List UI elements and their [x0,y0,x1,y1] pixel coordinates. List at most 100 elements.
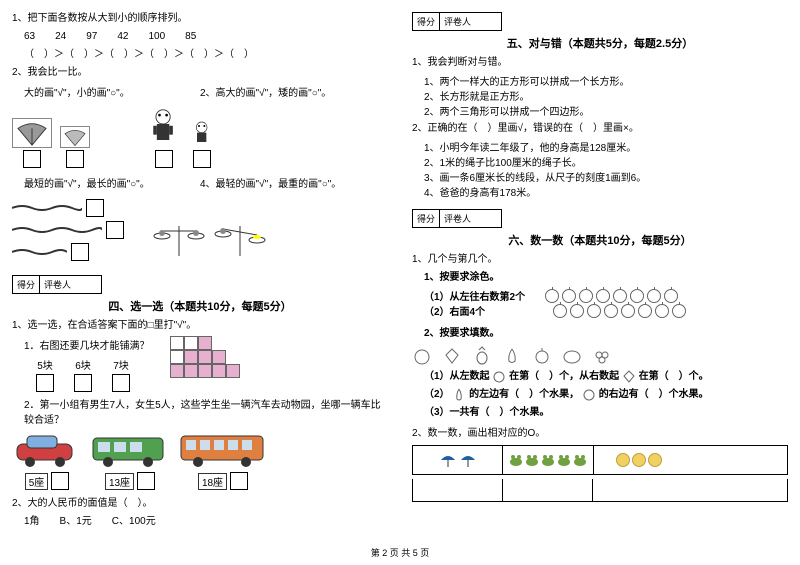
text-part: （1）从左数起 [424,371,490,382]
strawberry-inline-icon [622,369,636,383]
count-cell-coin [594,446,684,474]
sec5-q1: 1、我会判断对与错。 [412,55,788,70]
sec4-q2-opts: 1角 B、1元 C、100元 [24,514,388,529]
worksheet-page: 1、把下面各数按从大到小的顺序排列。 63 24 97 42 100 85 （ … [0,0,800,540]
grape-icon [592,345,612,365]
bus-icon [178,432,268,470]
judge-item: 2、1米的绳子比100厘米的绳子长。 [424,154,582,169]
answer-box[interactable] [71,243,89,261]
text-part: 在第（ ）个。 [639,371,709,382]
score-box: 得分 评卷人 [12,275,102,294]
apple-row [545,289,678,303]
van-icon [90,432,170,470]
answer-box[interactable] [66,150,84,168]
judge-item: 4、爸爸的身高有178米。 [424,184,536,199]
opt-label: 5块 [37,357,53,372]
score-label: 得分 [413,13,440,30]
fan-large-icon [12,118,52,148]
sec4-q1: 1、选一选，在合适答案下面的□里打"√"。 [12,318,388,333]
answer-box[interactable] [86,199,104,217]
sec6-fill-2: （2） 的左边有（ ）个水果， 的右边有（ ）个水果。 [424,387,788,402]
q2-sub1: 大的画"√"，小的画"○"。 [24,86,200,101]
sec6-sub2: 2、按要求填数。 [424,326,788,341]
pear-inline-icon [452,387,466,401]
sec6-fill-3: （3）一共有（ ）个水果。 [424,405,788,420]
rope-icon [12,204,82,212]
q1-blanks: （ ）＞（ ）＞（ ）＞（ ）＞（ ）＞（ ） [24,47,388,62]
answer-box[interactable] [112,374,130,392]
score-label: 得分 [413,210,440,227]
opt-label: 7块 [113,357,129,372]
count-cell-umbrella [413,446,503,474]
seat-label: 13座 [105,473,134,490]
coin-icon [632,453,646,467]
car-row: 5座 13座 18座 [12,432,388,490]
car-icon [12,432,82,470]
fan-small-icon [60,126,90,148]
answer-box[interactable] [106,221,124,239]
rope-icon [12,226,102,234]
rope-icon [12,248,67,256]
judge-item: 2、长方形就是正方形。 [424,88,530,103]
pineapple-icon [472,345,492,365]
fruit-row [412,345,788,365]
pear-icon [502,345,522,365]
answer-box[interactable] [230,472,248,490]
answer-cell[interactable] [593,479,683,501]
judge-item: 1、两个一样大的正方形可以拼成一个长方形。 [424,73,630,88]
frog-icon [541,453,555,467]
answer-cell[interactable] [503,479,593,501]
q1-nums: 63 24 97 42 100 85 [24,29,388,44]
sec4-q2: 2、大的人民币的面值是（ ）。 [12,496,388,511]
answer-box[interactable] [23,150,41,168]
answer-box[interactable] [36,374,54,392]
umbrella-icon [439,452,457,468]
q2-sub3: 最短的画"√"，最长的画"○"。 [24,177,200,192]
judge-item: 1、小明今年读二年级了，他的身高是128厘米。 [424,139,636,154]
balance-scale-icon [152,221,207,261]
q2-title: 2、我会比一比。 [12,65,388,80]
answer-box[interactable] [74,374,92,392]
answer-box[interactable] [137,472,155,490]
answer-box[interactable] [193,150,211,168]
sec5-q2: 2、正确的在（ ）里画√，错误的在（ ）里画×。 [412,121,788,136]
compare-row-2 [12,199,388,261]
grader-label: 评卷人 [440,13,475,30]
text-part: （2） [424,389,450,400]
frog-icon [525,453,539,467]
answer-box[interactable] [155,150,173,168]
score-label: 得分 [13,276,40,293]
answer-box[interactable] [51,472,69,490]
text-part: 在第（ ）个，从右数起 [509,371,619,382]
q1-text: 1、把下面各数按从大到小的顺序排列。 [12,11,388,26]
score-box: 得分 评卷人 [412,209,502,228]
tiger-short-icon [189,118,215,148]
section-4-title: 四、选一选（本题共10分，每题5分） [12,298,388,314]
text-part: 的右边有（ ）个水果。 [599,389,709,400]
right-column: 得分 评卷人 五、对与错（本题共5分，每题2.5分） 1、我会判断对与错。 1、… [400,0,800,540]
compare-row-1 [12,108,388,168]
q2-sub2: 2、高大的画"√"，矮的画"○"。 [200,86,388,101]
peach-icon [412,345,432,365]
seat-label: 18座 [198,473,227,490]
page-footer: 第 2 页 共 5 页 [0,546,800,559]
coin-icon [616,453,630,467]
section-5-title: 五、对与错（本题共5分，每题2.5分） [412,35,788,51]
grid-puzzle-icon [170,336,240,378]
apple-inline-icon [492,369,506,383]
seat-label: 5座 [25,473,49,490]
left-column: 1、把下面各数按从大到小的顺序排列。 63 24 97 42 100 85 （ … [0,0,400,540]
sec6-q2: 2、数一数，画出相对应的O。 [412,426,788,441]
answer-cell[interactable] [413,479,503,501]
tiger-tall-icon [146,108,181,148]
count-table-answer [412,479,788,502]
section-6-title: 六、数一数（本题共10分，每题5分） [412,232,788,248]
apple-row [553,304,686,318]
judge-item: 3、画一条6厘米长的线段，从尺子的刻度1画到6。 [424,169,646,184]
sec4-sub1: 1．右图还要几块才能铺满？ [24,339,150,354]
watermelon-icon [562,345,582,365]
apple-icon [532,345,552,365]
judge-item: 2、两个三角形可以拼成一个四边形。 [424,103,590,118]
frog-icon [557,453,571,467]
umbrella-icon [459,452,477,468]
